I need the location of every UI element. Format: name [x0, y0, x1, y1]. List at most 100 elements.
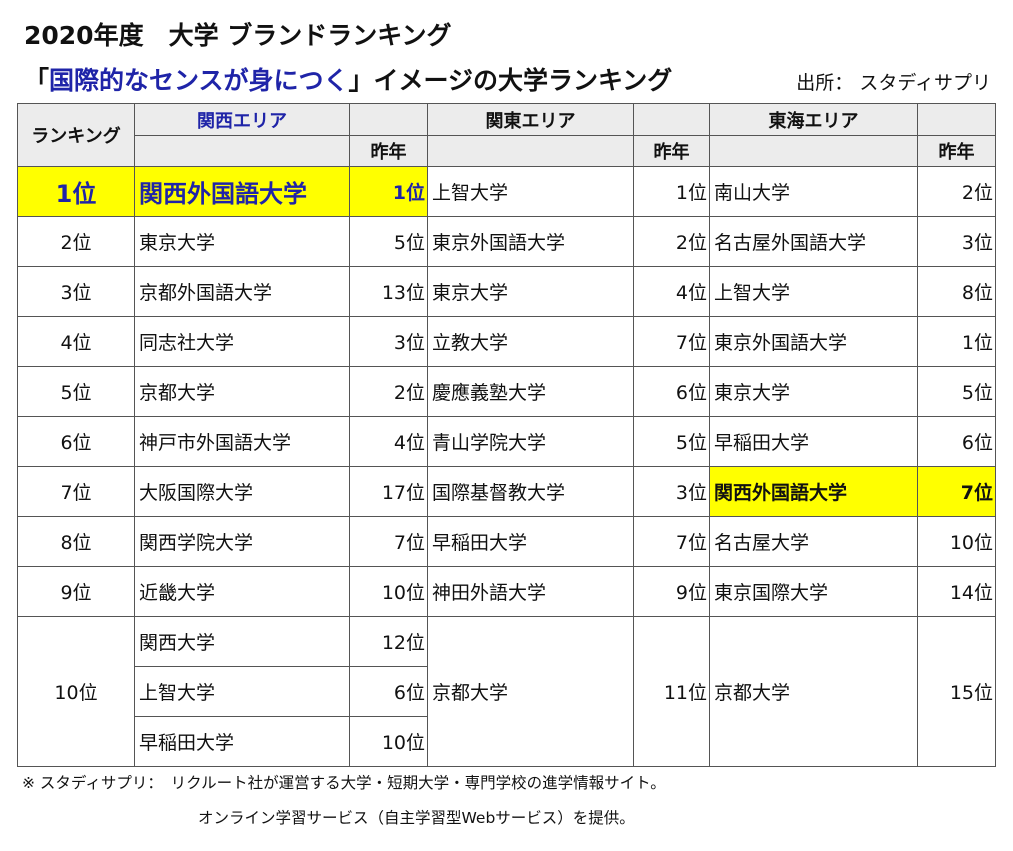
- kanto-prev: 1位: [633, 166, 710, 217]
- tokai-prev-highlight: 7位: [917, 466, 996, 517]
- header-kansai: 関西エリア: [134, 103, 350, 136]
- tokai-name: 名古屋大学: [709, 516, 918, 567]
- tokai-prev: 8位: [917, 266, 996, 317]
- kansai-name: 同志社大学: [134, 316, 350, 367]
- header-tokai-prev: 昨年: [917, 135, 996, 167]
- table-row: 4位 同志社大学 3位 立教大学 7位 東京外国語大学 1位: [17, 316, 996, 367]
- rank-cell: 8位: [17, 516, 135, 567]
- ranking-table: ランキング 関西エリア 関東エリア 東海エリア 昨年 昨年 昨年 1位 関西外国…: [17, 103, 996, 767]
- kansai-prev: 10位: [349, 566, 428, 617]
- kansai-name: 関西大学: [134, 616, 350, 667]
- kanto-name: 東京外国語大学: [427, 216, 634, 267]
- kanto-name: 上智大学: [427, 166, 634, 217]
- rank-cell: 9位: [17, 566, 135, 617]
- kansai-name: 東京大学: [134, 216, 350, 267]
- kansai-name: 京都外国語大学: [134, 266, 350, 317]
- kanto-name: 国際基督教大学: [427, 466, 634, 517]
- kanto-prev: 2位: [633, 216, 710, 267]
- rank-cell: 1位: [17, 166, 135, 217]
- tokai-prev: 15位: [917, 616, 996, 767]
- kansai-prev: 10位: [349, 716, 428, 767]
- rank-cell: 4位: [17, 316, 135, 367]
- table-row: 上智大学 6位: [18, 666, 996, 717]
- kansai-prev: 3位: [349, 316, 428, 367]
- kanto-prev: 7位: [633, 316, 710, 367]
- footnote-line-1: ※ スタディサプリ： リクルート社が運営する大学・短期大学・専門学校の進学情報サ…: [22, 774, 666, 792]
- kansai-name: 早稲田大学: [134, 716, 350, 767]
- kansai-prev: 1位: [349, 166, 428, 217]
- table-row: 10位 関西大学 12位 京都大学 11位 京都大学 15位: [17, 616, 996, 767]
- kansai-name: 関西外国語大学: [134, 166, 350, 217]
- tokai-prev: 10位: [917, 516, 996, 567]
- header-tokai: 東海エリア: [709, 103, 918, 136]
- table-row: 7位 大阪国際大学 17位 国際基督教大学 3位 関西外国語大学 7位: [17, 466, 996, 517]
- tokai-name: 京都大学: [709, 616, 918, 767]
- kansai-prev: 17位: [349, 466, 428, 517]
- kansai-prev: 2位: [349, 366, 428, 417]
- rank-cell: 3位: [17, 266, 135, 317]
- tokai-name: 東京大学: [709, 366, 918, 417]
- kansai-prev: 12位: [349, 616, 428, 667]
- tokai-name: 早稲田大学: [709, 416, 918, 467]
- header-kansai-spacer: [134, 135, 350, 167]
- page-title: 2020年度 大学 ブランドランキング: [24, 21, 452, 50]
- header-rank: ランキング: [17, 103, 135, 167]
- table-row: 早稲田大学 10位: [18, 716, 996, 767]
- kansai-prev: 5位: [349, 216, 428, 267]
- tokai-prev: 2位: [917, 166, 996, 217]
- tokai-name: 東京国際大学: [709, 566, 918, 617]
- kanto-prev: 7位: [633, 516, 710, 567]
- kansai-prev: 7位: [349, 516, 428, 567]
- rank-cell: 6位: [17, 416, 135, 467]
- tokai-prev: 3位: [917, 216, 996, 267]
- kanto-prev: 3位: [633, 466, 710, 517]
- rank-cell: 10位: [17, 616, 135, 767]
- header-tokai-blank: [917, 103, 996, 136]
- kanto-prev: 9位: [633, 566, 710, 617]
- rank-cell: 2位: [17, 216, 135, 267]
- header-kansai-blank: [349, 103, 428, 136]
- kanto-name: 東京大学: [427, 266, 634, 317]
- kansai-name: 上智大学: [134, 666, 350, 717]
- kanto-prev: 11位: [633, 616, 710, 767]
- tokai-name-highlight: 関西外国語大学: [709, 466, 918, 517]
- tokai-name: 南山大学: [709, 166, 918, 217]
- table-row: 1位 関西外国語大学 1位 上智大学 1位 南山大学 2位: [17, 166, 996, 217]
- table-row: 2位 東京大学 5位 東京外国語大学 2位 名古屋外国語大学 3位: [17, 216, 996, 267]
- header-tokai-spacer: [709, 135, 918, 167]
- tokai-name: 上智大学: [709, 266, 918, 317]
- header-kanto: 関東エリア: [427, 103, 634, 136]
- header-kansai-prev: 昨年: [349, 135, 428, 167]
- subtitle-close: 」イメージの大学ランキング: [348, 66, 673, 95]
- rank-cell: 5位: [17, 366, 135, 417]
- kansai-name: 京都大学: [134, 366, 350, 417]
- subtitle-highlight: 国際的なセンスが身につく: [49, 66, 349, 95]
- header-kanto-prev: 昨年: [633, 135, 710, 167]
- kansai-name: 関西学院大学: [134, 516, 350, 567]
- footnote-line-2: オンライン学習サービス（自主学習型Webサービス）を提供。: [198, 809, 635, 827]
- kansai-name: 大阪国際大学: [134, 466, 350, 517]
- kansai-prev: 4位: [349, 416, 428, 467]
- kanto-name: 神田外語大学: [427, 566, 634, 617]
- header-subrow: 昨年 昨年 昨年: [17, 135, 996, 167]
- kanto-name: 早稲田大学: [427, 516, 634, 567]
- kansai-prev: 13位: [349, 266, 428, 317]
- tokai-prev: 14位: [917, 566, 996, 617]
- table-row: 5位 京都大学 2位 慶應義塾大学 6位 東京大学 5位: [17, 366, 996, 417]
- kanto-prev: 4位: [633, 266, 710, 317]
- page-subtitle: 「国際的なセンスが身につく」イメージの大学ランキング: [24, 61, 672, 97]
- kanto-name: 慶應義塾大学: [427, 366, 634, 417]
- subtitle-open: 「: [24, 66, 50, 95]
- kanto-prev: 6位: [633, 366, 710, 417]
- tokai-name: 名古屋外国語大学: [709, 216, 918, 267]
- kanto-name: 京都大学: [427, 616, 634, 767]
- table-row: 8位 関西学院大学 7位 早稲田大学 7位 名古屋大学 10位: [17, 516, 996, 567]
- header-row: ランキング 関西エリア 関東エリア 東海エリア: [17, 103, 996, 167]
- kanto-prev: 5位: [633, 416, 710, 467]
- table-row: 3位 京都外国語大学 13位 東京大学 4位 上智大学 8位: [17, 266, 996, 317]
- kansai-name: 神戸市外国語大学: [134, 416, 350, 467]
- tokai-prev: 1位: [917, 316, 996, 367]
- kanto-name: 青山学院大学: [427, 416, 634, 467]
- tokai-prev: 6位: [917, 416, 996, 467]
- kanto-name: 立教大学: [427, 316, 634, 367]
